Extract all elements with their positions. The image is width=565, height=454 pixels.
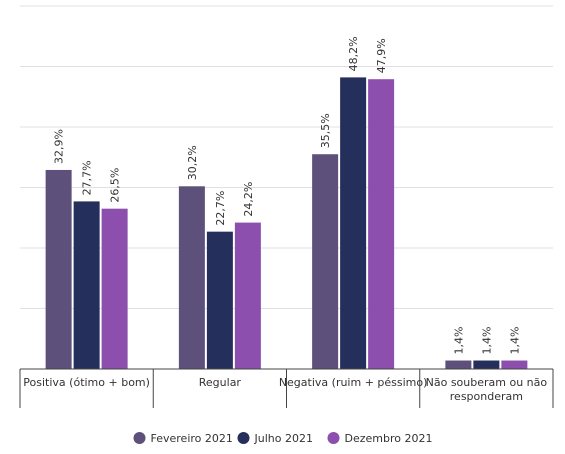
- legend-marker: [327, 432, 340, 444]
- data-label: 24,2%: [242, 182, 255, 217]
- data-label: 32,9%: [53, 129, 66, 164]
- bar: [340, 77, 367, 369]
- data-label: 1,4%: [452, 327, 465, 355]
- data-label: 35,5%: [319, 113, 332, 148]
- bar: [473, 360, 500, 369]
- bar: [206, 231, 233, 369]
- data-label: 26,5%: [109, 168, 122, 203]
- legend: Fevereiro 2021 Julho 2021 Dezembro 2021: [133, 432, 433, 445]
- data-label: 27,7%: [81, 160, 94, 195]
- bar: [73, 201, 100, 369]
- bar: [101, 208, 128, 369]
- category-label: Positiva (ótimo + bom): [23, 376, 150, 389]
- data-label: 48,2%: [347, 36, 360, 71]
- data-label: 22,7%: [214, 191, 227, 226]
- data-label: 1,4%: [480, 327, 493, 355]
- x-axis: Positiva (ótimo + bom) Regular Negativa (r…: [19, 368, 554, 408]
- value-labels: 32,9% 27,7% 26,5% 30,2% 22,7% 24,2% 35,5% 48,2%…: [53, 36, 522, 354]
- bars: [45, 77, 528, 369]
- data-label: 30,2%: [186, 145, 199, 180]
- legend-marker: [133, 432, 146, 444]
- legend-item: Dezembro 2021: [345, 432, 433, 445]
- legend-marker: [237, 432, 250, 444]
- bar: [368, 79, 395, 369]
- bar: [45, 169, 72, 369]
- bar: [234, 222, 261, 369]
- data-label: 1,4%: [508, 327, 521, 355]
- bar: [445, 360, 472, 369]
- bar: [312, 154, 339, 369]
- category-label: Não souberam ou não responderam: [426, 376, 548, 403]
- gridlines: [20, 5, 553, 309]
- legend-item: Fevereiro 2021: [151, 432, 233, 445]
- legend-item: Julho 2021: [254, 432, 313, 445]
- bar: [178, 186, 205, 369]
- category-label: Negativa (ruim + péssimo): [279, 376, 428, 389]
- bar: [501, 360, 528, 369]
- category-label: Regular: [199, 376, 242, 389]
- data-label: 47,9%: [375, 38, 388, 73]
